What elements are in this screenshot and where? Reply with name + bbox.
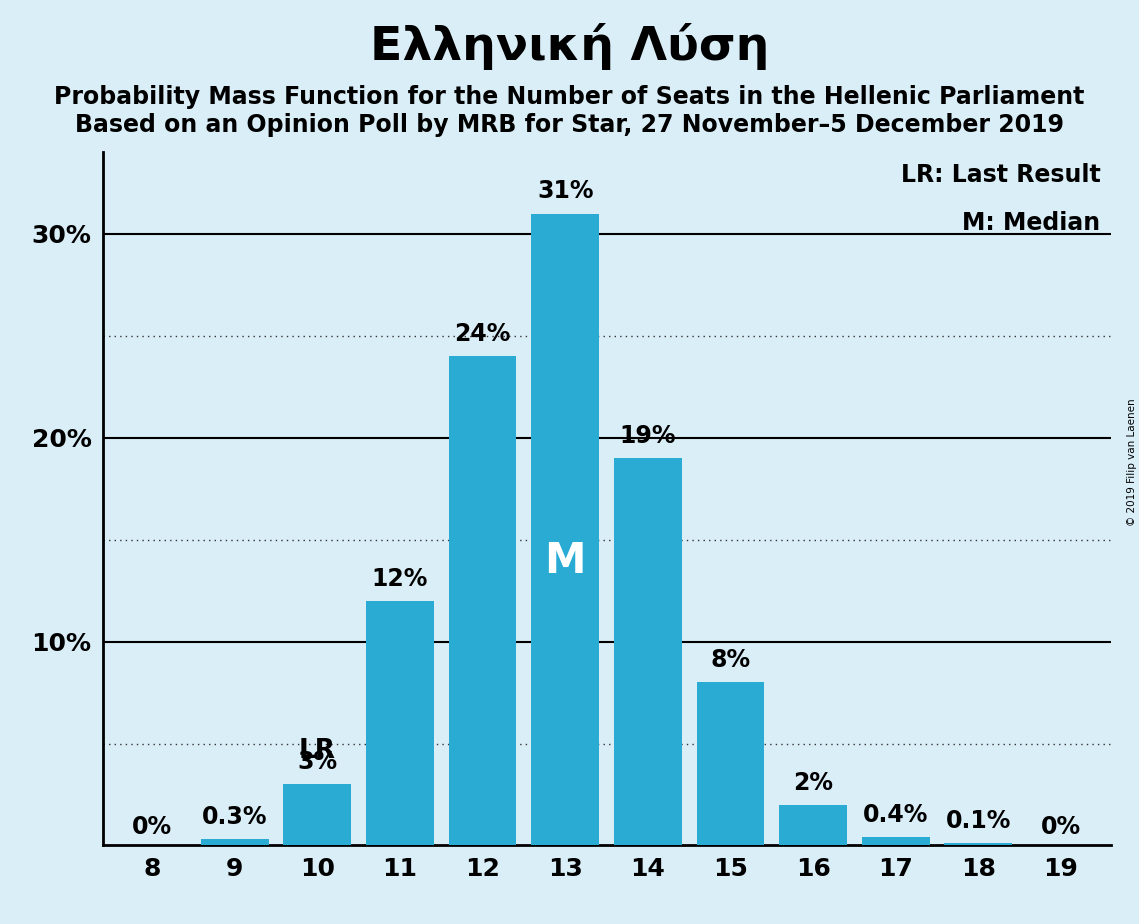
Text: 31%: 31% xyxy=(536,179,593,203)
Bar xyxy=(944,844,1013,845)
Text: LR: Last Result: LR: Last Result xyxy=(901,163,1100,187)
Bar xyxy=(449,357,516,845)
Bar xyxy=(531,213,599,845)
Text: M: Median: M: Median xyxy=(962,212,1100,236)
Text: M: M xyxy=(544,541,585,582)
Text: Probability Mass Function for the Number of Seats in the Hellenic Parliament: Probability Mass Function for the Number… xyxy=(55,85,1084,109)
Text: 3%: 3% xyxy=(297,750,337,774)
Bar xyxy=(697,683,764,845)
Bar xyxy=(200,839,269,845)
Bar xyxy=(284,784,351,845)
Bar xyxy=(366,601,434,845)
Text: 24%: 24% xyxy=(454,322,510,346)
Text: 12%: 12% xyxy=(371,566,428,590)
Bar xyxy=(614,458,682,845)
Text: 19%: 19% xyxy=(620,424,677,448)
Text: 0.3%: 0.3% xyxy=(202,805,268,829)
Text: 0.4%: 0.4% xyxy=(863,803,928,827)
Text: LR: LR xyxy=(298,738,336,764)
Text: Based on an Opinion Poll by MRB for Star, 27 November–5 December 2019: Based on an Opinion Poll by MRB for Star… xyxy=(75,113,1064,137)
Bar xyxy=(779,805,847,845)
Text: 0.1%: 0.1% xyxy=(945,809,1011,833)
Text: 0%: 0% xyxy=(132,815,172,839)
Text: © 2019 Filip van Laenen: © 2019 Filip van Laenen xyxy=(1126,398,1137,526)
Bar xyxy=(862,837,929,845)
Text: 8%: 8% xyxy=(711,649,751,673)
Text: 0%: 0% xyxy=(1041,815,1081,839)
Text: Ελληνική Λύση: Ελληνική Λύση xyxy=(370,23,769,70)
Text: 2%: 2% xyxy=(793,771,833,795)
